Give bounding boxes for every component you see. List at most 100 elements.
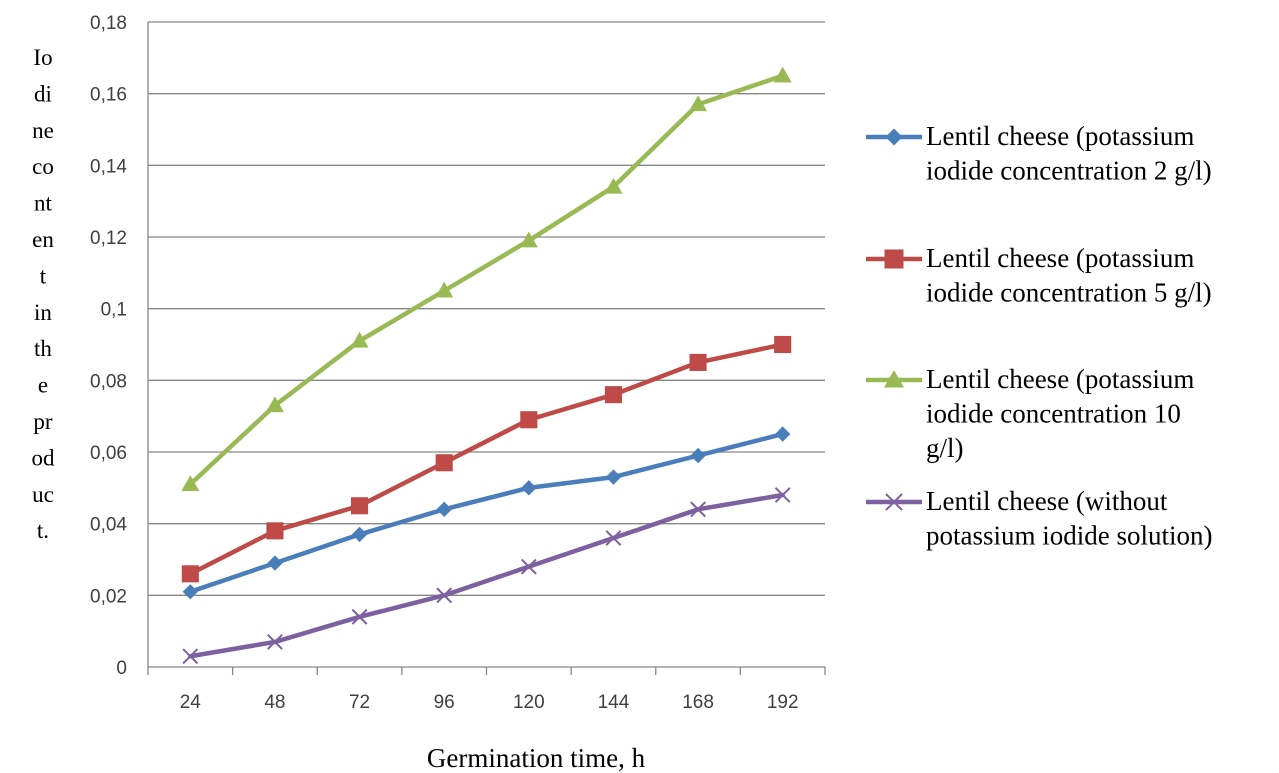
x-marker-stroke [267,634,283,650]
legend-swatch-marker [885,493,903,511]
series-4 [182,487,791,665]
triangle-marker-shape [773,66,792,83]
x-tick-label: 144 [598,692,630,713]
triangle-marker-shape [689,95,708,112]
data-point [519,231,538,248]
series-line [188,492,785,659]
series-layer [181,66,792,665]
legend-swatch-marker [884,370,904,388]
series-2 [181,335,792,583]
triangle-marker-shape [265,396,284,413]
y-label-fragment: di [34,81,52,106]
triangle-marker-shape [884,370,904,388]
data-point [605,530,622,546]
data-point [436,501,452,517]
data-point [435,454,453,472]
series-line [188,342,785,577]
legend-label: potassium iodide solution) [926,521,1213,551]
diamond-marker-shape [775,426,791,442]
y-label-fragment: od [32,445,56,470]
series-1 [182,426,791,600]
diamond-marker-shape [436,501,452,517]
data-point [774,487,791,503]
triangle-marker-shape [604,177,623,194]
y-tick-label: 0,18 [90,13,127,34]
y-axis-ticks: 0 0,02 0,04 0,06 0,08 0,1 0,12 0,14 0,16 0,18 [90,13,127,679]
data-point [605,469,622,485]
data-point [350,331,369,348]
data-point [775,426,791,442]
legend: Lentil cheese (potassium iodide concentra… [866,121,1213,551]
y-tick-label: 0,14 [90,156,127,177]
square-marker-shape [604,386,622,404]
triangle-marker-shape [435,281,454,298]
y-label-fragment: co [32,154,54,179]
data-point [689,353,707,371]
gridlines [147,21,825,667]
y-label-fragment: Io [33,45,52,70]
diamond-marker-shape [351,526,368,543]
x-tick-label: 168 [682,692,714,713]
data-point [267,634,283,650]
triangle-marker-shape [181,475,200,491]
legend-label: iodide concentration 5 g/l) [926,278,1212,308]
x-tick-label: 96 [434,692,455,713]
y-tick-label: 0,16 [90,85,127,106]
data-point [181,475,200,491]
x-tick-label: 48 [264,692,285,713]
legend-entry-4: Lentil cheese (without potassium iodide s… [866,486,1213,551]
data-point [267,555,283,571]
legend-entry-3: Lentil cheese (potassium iodide concentra… [866,364,1194,463]
data-point [265,396,284,413]
x-axis: 24 48 72 96 120 144 168 192 [147,666,826,713]
legend-label: Lentil cheese (potassium [926,121,1194,151]
square-marker-shape [351,497,369,515]
legend-label: Lentil cheese (potassium [926,243,1194,273]
diamond-marker-shape [885,128,903,146]
y-tick-label: 0,12 [90,228,127,249]
triangle-marker-shape [350,331,369,348]
y-label-fragment: t [40,263,47,288]
legend-entry-2: Lentil cheese (potassium iodide concentra… [866,243,1212,308]
x-marker-stroke [690,501,706,518]
legend-swatch-marker [884,249,904,269]
square-marker-shape [689,353,707,371]
y-tick-label: 0,02 [90,586,127,607]
diamond-marker-shape [267,555,283,571]
data-point [774,335,792,354]
data-point [604,386,622,404]
data-point [351,608,368,625]
diamond-marker-shape [521,480,537,496]
data-point [690,447,706,464]
square-marker-shape [266,522,284,540]
x-axis-label: Germination time, h [427,743,646,773]
data-point [266,522,284,540]
square-marker-shape [181,565,199,583]
data-point [435,281,454,298]
data-point [351,526,368,543]
data-point [520,558,537,575]
legend-label: iodide concentration 2 g/l) [926,156,1212,186]
legend-entry-1: Lentil cheese (potassium iodide concentra… [866,121,1212,186]
square-marker-shape [520,411,538,429]
data-point [690,501,706,518]
y-tick-label: 0,06 [90,443,127,464]
data-point [182,584,198,600]
x-tick-label: 192 [767,692,799,713]
x-tick-label: 72 [349,692,370,713]
y-label-fragment: t. [37,518,49,543]
triangle-marker-shape [519,231,538,248]
data-point [604,177,623,194]
series-line [188,431,785,594]
data-point [521,480,537,496]
series-3 [181,66,792,491]
diamond-marker-shape [182,584,198,600]
x-marker-stroke [885,493,903,511]
y-label-fragment: en [32,227,54,252]
square-marker-shape [774,335,792,354]
data-point [182,648,199,665]
data-point [351,497,369,515]
y-label-fragment: in [34,300,52,325]
y-tick-label: 0,04 [90,515,127,536]
data-point [689,95,708,112]
